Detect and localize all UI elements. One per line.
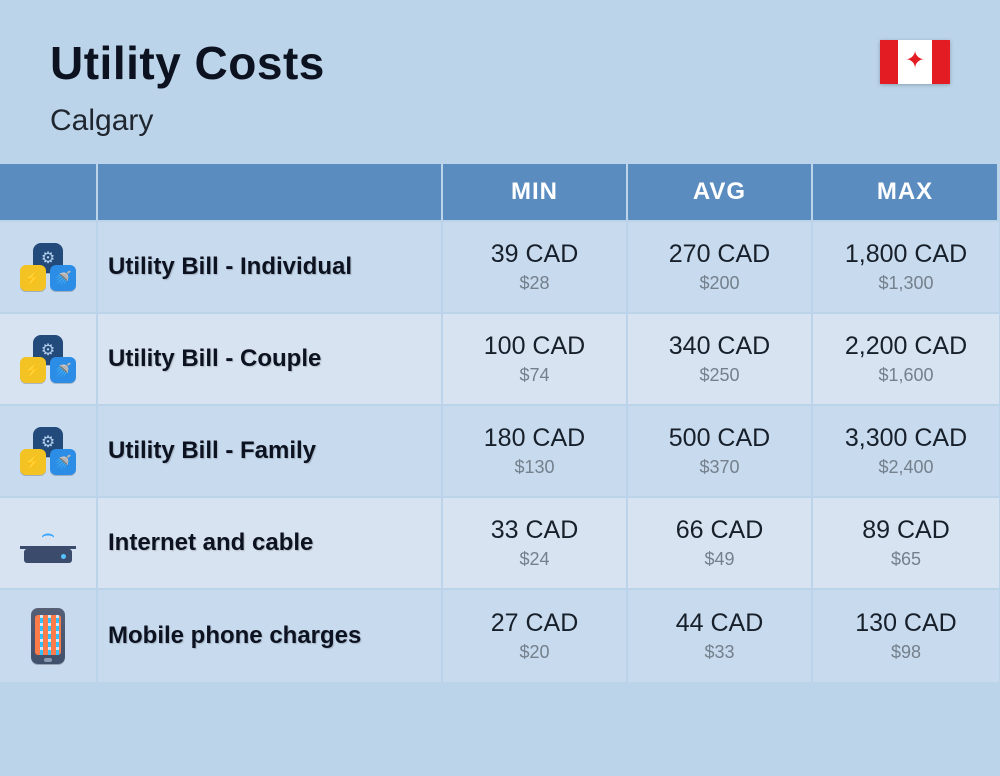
utility-icon: ⚙⚡🚿 (20, 335, 76, 383)
val-sub: $98 (891, 642, 921, 663)
phone-icon (31, 608, 65, 664)
row-icon: ⚙⚡🚿 (0, 220, 98, 312)
row-icon: ⚙⚡🚿 (0, 312, 98, 404)
cell-min: 27 CAD $20 (443, 588, 628, 682)
val-sub: $65 (891, 549, 921, 570)
costs-table: MIN AVG MAX ⚙⚡🚿 Utility Bill - Individua… (0, 164, 1000, 682)
col-min-header: MIN (443, 164, 628, 220)
col-max-header: MAX (813, 164, 999, 220)
cell-avg: 500 CAD $370 (628, 404, 813, 496)
row-label: Internet and cable (98, 496, 443, 588)
row-icon (0, 588, 98, 682)
val-sub: $49 (704, 549, 734, 570)
cell-min: 33 CAD $24 (443, 496, 628, 588)
cell-max: 130 CAD $98 (813, 588, 999, 682)
row-label: Utility Bill - Family (98, 404, 443, 496)
canada-flag-icon: ✦ (880, 40, 950, 84)
val-sub: $24 (519, 549, 549, 570)
val-main: 180 CAD (484, 424, 585, 453)
row-label: Utility Bill - Couple (98, 312, 443, 404)
cell-max: 2,200 CAD $1,600 (813, 312, 999, 404)
val-sub: $1,600 (878, 365, 933, 386)
val-main: 66 CAD (676, 516, 764, 545)
cell-min: 39 CAD $28 (443, 220, 628, 312)
val-sub: $2,400 (878, 457, 933, 478)
cell-max: 3,300 CAD $2,400 (813, 404, 999, 496)
val-sub: $130 (514, 457, 554, 478)
cell-avg: 270 CAD $200 (628, 220, 813, 312)
cell-avg: 44 CAD $33 (628, 588, 813, 682)
val-sub: $250 (699, 365, 739, 386)
val-sub: $200 (699, 273, 739, 294)
router-icon: ⌢ (20, 519, 76, 567)
cell-avg: 66 CAD $49 (628, 496, 813, 588)
cell-max: 1,800 CAD $1,300 (813, 220, 999, 312)
col-avg-header: AVG (628, 164, 813, 220)
val-main: 1,800 CAD (845, 240, 967, 269)
row-icon: ⚙⚡🚿 (0, 404, 98, 496)
col-label-header (98, 164, 443, 220)
val-sub: $20 (519, 642, 549, 663)
val-main: 33 CAD (491, 516, 579, 545)
row-icon: ⌢ (0, 496, 98, 588)
val-main: 27 CAD (491, 609, 579, 638)
utility-icon: ⚙⚡🚿 (20, 243, 76, 291)
col-icon-header (0, 164, 98, 220)
val-main: 130 CAD (855, 609, 956, 638)
val-main: 3,300 CAD (845, 424, 967, 453)
val-main: 39 CAD (491, 240, 579, 269)
cell-avg: 340 CAD $250 (628, 312, 813, 404)
val-main: 89 CAD (862, 516, 950, 545)
utility-icon: ⚙⚡🚿 (20, 427, 76, 475)
val-sub: $1,300 (878, 273, 933, 294)
cell-max: 89 CAD $65 (813, 496, 999, 588)
val-sub: $370 (699, 457, 739, 478)
val-main: 44 CAD (676, 609, 764, 638)
cell-min: 100 CAD $74 (443, 312, 628, 404)
val-sub: $33 (704, 642, 734, 663)
page-title: Utility Costs (50, 36, 325, 90)
row-label: Mobile phone charges (98, 588, 443, 682)
cell-min: 180 CAD $130 (443, 404, 628, 496)
page-subtitle: Calgary (50, 104, 325, 138)
val-sub: $74 (519, 365, 549, 386)
val-sub: $28 (519, 273, 549, 294)
val-main: 2,200 CAD (845, 332, 967, 361)
val-main: 500 CAD (669, 424, 770, 453)
val-main: 270 CAD (669, 240, 770, 269)
val-main: 340 CAD (669, 332, 770, 361)
val-main: 100 CAD (484, 332, 585, 361)
row-label: Utility Bill - Individual (98, 220, 443, 312)
